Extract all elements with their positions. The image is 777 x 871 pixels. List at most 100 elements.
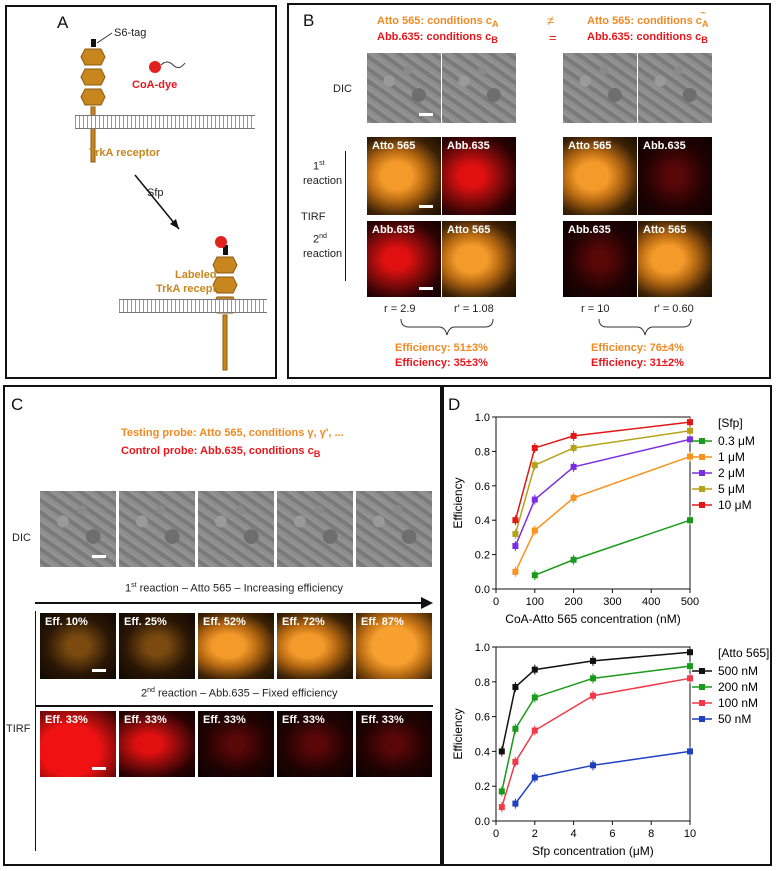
data-point: [512, 543, 519, 549]
legend-marker: [699, 502, 705, 508]
tirf-image: Eff. 25%: [119, 613, 195, 679]
data-point: [531, 527, 538, 534]
data-point: [570, 556, 577, 563]
legend-marker: [699, 668, 705, 674]
labeled-receptor-line2: TrkA receptor: [156, 283, 228, 295]
dic-image: [277, 491, 353, 567]
y-axis-label: Efficiency: [451, 708, 465, 759]
coa-dye-label: CoA-dye: [132, 79, 178, 91]
chart-atto-series: 0 2 4 6 8 10 0.0 0.2 0.4 0.6 0.8 1.0 Sfp concentrati…: [451, 642, 769, 858]
tirf-image: Eff. 33%: [277, 711, 353, 777]
labeled-receptor-line1: Labeled: [175, 269, 217, 281]
panel-b: B Atto 565: conditions cA Abb.635: condi…: [287, 3, 771, 379]
eff-right-orange: Efficiency: 76±4%: [591, 342, 684, 354]
y-tick-label: 0.6: [475, 481, 490, 493]
data-point: [687, 453, 693, 460]
series-line: [501, 665, 691, 792]
tirf-image: Eff. 33%: [40, 711, 116, 777]
control-probe-text: Control probe: Abb.635, conditions cB: [121, 445, 321, 460]
eff-left-red: Efficiency: 35±3%: [395, 357, 488, 369]
coa-dye-icon: [149, 61, 161, 73]
data-point: [590, 675, 596, 682]
data-point: [590, 657, 596, 664]
dic-image: [40, 491, 116, 567]
y-tick-label: 0.0: [475, 584, 490, 596]
increasing-efficiency-caption: 1st reaction – Atto 565 – Increasing eff…: [125, 582, 344, 595]
data-point: [531, 666, 538, 673]
legend-label: 200 nM: [718, 680, 758, 694]
membrane-bottom: [119, 299, 267, 313]
y-tick-label: 1.0: [475, 642, 490, 654]
tirf-label: TIRF: [301, 211, 326, 223]
plot-frame: [495, 416, 691, 590]
data-point: [531, 496, 538, 503]
y-tick-label: 0.4: [475, 746, 490, 758]
testing-probe-text: Testing probe: Atto 565, conditions γ, γ…: [121, 427, 344, 439]
series-line: [514, 430, 691, 535]
x-axis-label: CoA-Atto 565 concentration (nM): [505, 612, 680, 626]
y-tick-label: 0.8: [475, 677, 490, 689]
x-tick-label: 4: [571, 828, 577, 840]
data-point: [687, 649, 693, 656]
y-tick-label: 1.0: [475, 412, 490, 424]
series-line: [514, 750, 691, 805]
data-point: [512, 800, 519, 807]
dic-image: [198, 491, 274, 567]
x-tick-label: 200: [564, 596, 582, 608]
legend-title: [Atto 565]: [718, 646, 769, 660]
dic-label: DIC: [12, 532, 31, 544]
data-point: [512, 568, 519, 575]
data-point: [512, 530, 519, 537]
ratio-rp-right: r' = 0.60: [654, 303, 694, 315]
x-tick-label: 100: [526, 596, 544, 608]
panel-b-label: B: [303, 11, 315, 30]
legend-marker: [699, 438, 705, 444]
membrane-top: [75, 115, 255, 129]
data-point: [531, 774, 538, 781]
series-line: [501, 651, 691, 752]
fixed-line: [35, 705, 433, 707]
data-point: [498, 748, 505, 755]
legend-label: 100 nM: [718, 696, 758, 710]
brace-icon: [400, 318, 692, 336]
tirf-image: Abb.635: [442, 137, 516, 215]
plot-frame: [495, 646, 691, 822]
data-point: [687, 517, 693, 524]
legend-marker: [699, 486, 705, 492]
data-point: [531, 694, 538, 701]
x-tick-label: 8: [648, 828, 654, 840]
tirf-bracket: [345, 151, 346, 281]
data-point: [531, 462, 538, 469]
increasing-arrow-icon: [35, 597, 433, 609]
tirf-image: Eff. 52%: [198, 613, 274, 679]
x-tick-label: 0: [493, 828, 499, 840]
chart-sfp-series: 0 100 200 300 400 500 0.0 0.2 0.4 0.6 0.8 1.0 CoA-At…: [451, 412, 755, 626]
tirf-image: Abb.635: [367, 221, 441, 297]
series-line: [514, 455, 691, 573]
data-point: [512, 517, 519, 524]
dic-image: [367, 53, 441, 123]
x-tick-label: 6: [609, 828, 615, 840]
data-point: [590, 762, 596, 769]
x-tick-label: 300: [603, 596, 621, 608]
legend-marker: [699, 684, 705, 690]
dic-label: DIC: [333, 83, 352, 95]
header-right-atto: Atto 565: conditions cA~: [587, 8, 709, 30]
s6-tag-label: S6-tag: [114, 27, 147, 39]
legend-marker: [699, 470, 705, 476]
dic-image: [356, 491, 432, 567]
data-point: [570, 432, 577, 439]
tirf-image: Atto 565: [442, 221, 516, 297]
sfp-label: Sfp: [147, 187, 164, 199]
legend-marker: [699, 454, 705, 460]
x-tick-label: 500: [681, 596, 699, 608]
legend-label: 2 μM: [718, 466, 745, 480]
legend-title: [Sfp]: [718, 416, 743, 430]
y-tick-label: 0.8: [475, 446, 490, 458]
tirf-image: Atto 565: [563, 137, 637, 215]
dic-image: [638, 53, 712, 123]
reaction1-label: 1st: [313, 160, 325, 173]
data-point: [687, 675, 693, 682]
tirf-image: Eff. 33%: [356, 711, 432, 777]
bound-dye-icon: [215, 236, 227, 248]
